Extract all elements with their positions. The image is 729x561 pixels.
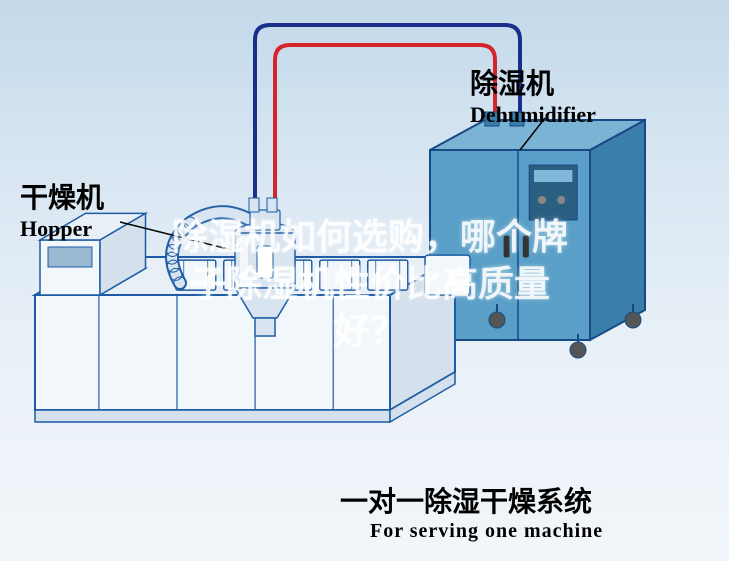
- label-dehumidifier-en: Dehumidifier: [470, 102, 596, 128]
- label-dehumidifier-zh: 除湿机: [470, 62, 596, 102]
- label-hopper-zh: 干燥机: [20, 176, 104, 216]
- watermark-line1: 除湿机如何选购，哪个牌: [70, 214, 670, 261]
- watermark-line3: 好？: [70, 308, 670, 355]
- label-system-zh: 一对一除湿干燥系统: [340, 480, 603, 520]
- label-dehumidifier: 除湿机 Dehumidifier: [470, 62, 596, 128]
- label-system-en: For serving one machine: [370, 520, 603, 543]
- watermark-text: 除湿机如何选购，哪个牌 子除湿机性价比高质量 好？: [70, 214, 670, 354]
- watermark-line2: 子除湿机性价比高质量: [70, 261, 670, 308]
- label-system: 一对一除湿干燥系统 For serving one machine: [340, 480, 603, 543]
